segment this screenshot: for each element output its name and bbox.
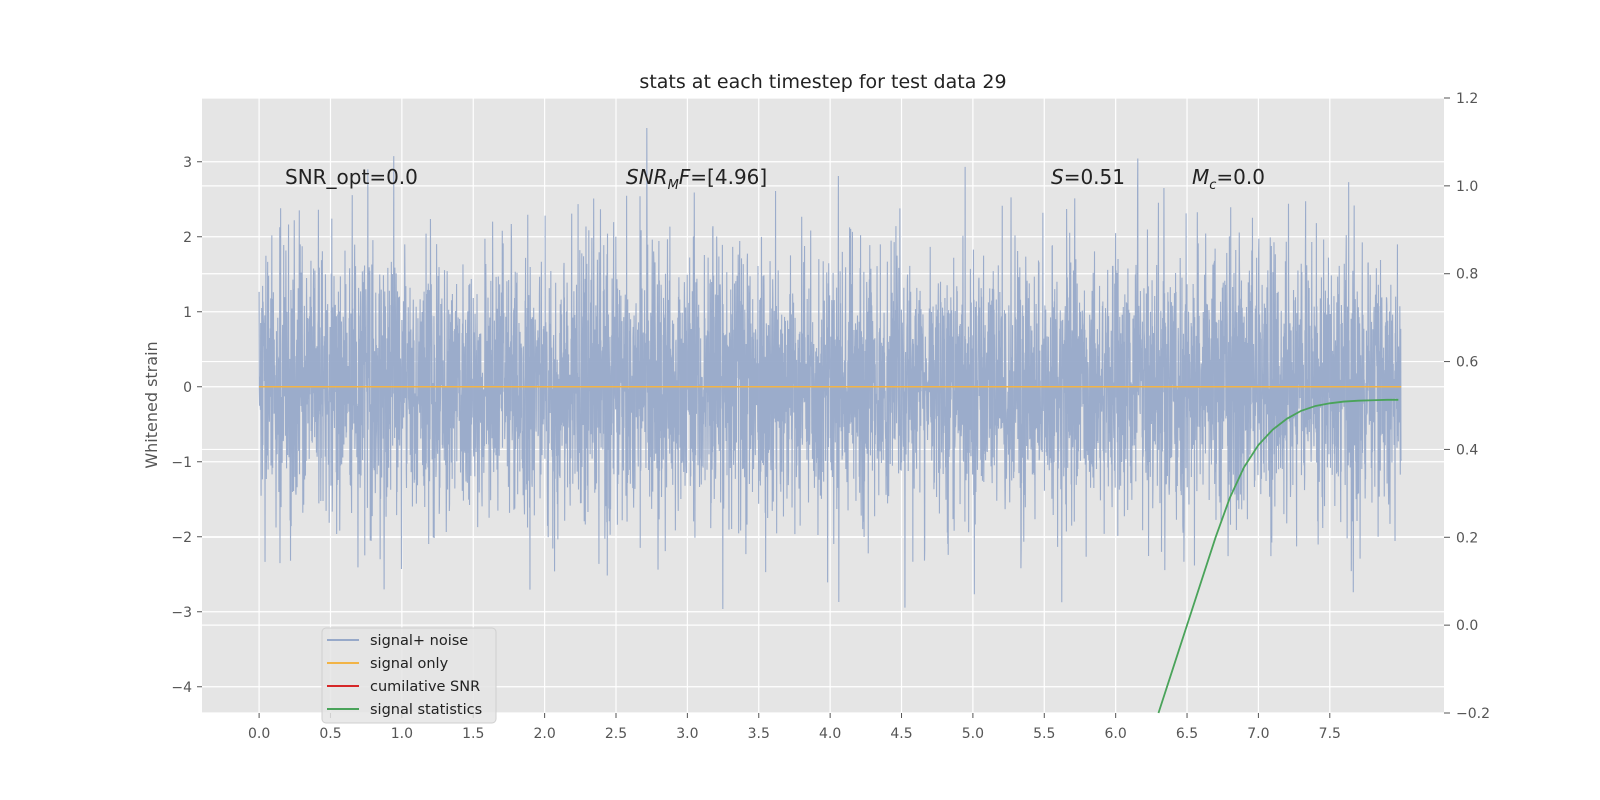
x-tick-label: 4.0 (819, 726, 841, 742)
x-tick-label: 2.5 (605, 726, 627, 742)
y2-tick-label: 0.8 (1456, 267, 1478, 283)
x-tick-label: 7.0 (1247, 726, 1269, 742)
y2-tick-label: −0.2 (1456, 706, 1490, 722)
y-tick-label: 0 (183, 380, 192, 396)
x-tick-label: 1.0 (391, 726, 413, 742)
y-tick-label: 2 (183, 230, 192, 246)
x-tick-label: 3.0 (676, 726, 698, 742)
annotation-snr-mf: SNRMF=[4.96] (626, 165, 767, 193)
series-signal-statistics (1157, 398, 1399, 714)
y-axis-label: Whitened strain (142, 341, 161, 468)
y-tick-label: −4 (171, 680, 192, 696)
y-tick-label: −3 (171, 605, 192, 621)
y2-tick-label: 1.0 (1456, 179, 1478, 195)
y-tick-label: 1 (183, 305, 192, 321)
annotation-s: S=0.51 (1051, 165, 1125, 189)
y2-tick-label: 0.4 (1456, 442, 1478, 458)
right-y-axis-ticks: 1.2 1.0 0.8 0.6 0.4 0.2 0.0 −0.2 (1444, 91, 1490, 722)
x-tick-label: 5.5 (1033, 726, 1055, 742)
x-tick-label: 5.0 (962, 726, 984, 742)
y2-tick-label: 0.6 (1456, 355, 1478, 371)
y2-tick-label: 0.2 (1456, 530, 1478, 546)
legend-label-cumulative-snr: cumilative SNR (370, 679, 480, 695)
y-tick-label: 3 (183, 155, 192, 171)
x-tick-label: 0.0 (248, 726, 270, 742)
x-tick-label: 6.5 (1176, 726, 1198, 742)
x-tick-label: 7.5 (1319, 726, 1341, 742)
legend-label-signal-statistics: signal statistics (370, 702, 482, 718)
y2-tick-label: 0.0 (1456, 618, 1478, 634)
legend-box (321, 627, 497, 724)
x-axis-ticks: 0.0 0.5 1.0 1.5 2.0 2.5 3.0 3.5 4.0 4.5 5.0 5.5 6.0 6… (248, 713, 1341, 742)
signal-noise-line (258, 127, 1402, 609)
signal-statistics-line (1157, 398, 1399, 714)
x-tick-label: 6.0 (1105, 726, 1127, 742)
y2-tick-label: 1.2 (1456, 91, 1478, 107)
annotation-snr-opt: SNR_opt=0.0 (285, 165, 418, 189)
x-tick-label: 1.5 (462, 726, 484, 742)
series-signal-noise (258, 127, 1402, 609)
x-tick-label: 0.5 (319, 726, 341, 742)
x-tick-label: 4.5 (890, 726, 912, 742)
chart-title: stats at each timestep for test data 29 (639, 71, 1006, 93)
annotation-mc: Mc=0.0 (1192, 165, 1265, 193)
legend-label-signal-only: signal only (370, 656, 449, 672)
y-axis-ticks: 3 2 1 0 −1 −2 −3 −4 (171, 155, 202, 696)
x-tick-label: 3.5 (748, 726, 770, 742)
legend: signal+ noise signal only cumilative SNR… (321, 627, 497, 724)
x-tick-label: 2.0 (533, 726, 555, 742)
y-tick-label: −1 (171, 455, 192, 471)
y-tick-label: −2 (171, 530, 192, 546)
legend-label-signal-noise: signal+ noise (370, 633, 468, 649)
